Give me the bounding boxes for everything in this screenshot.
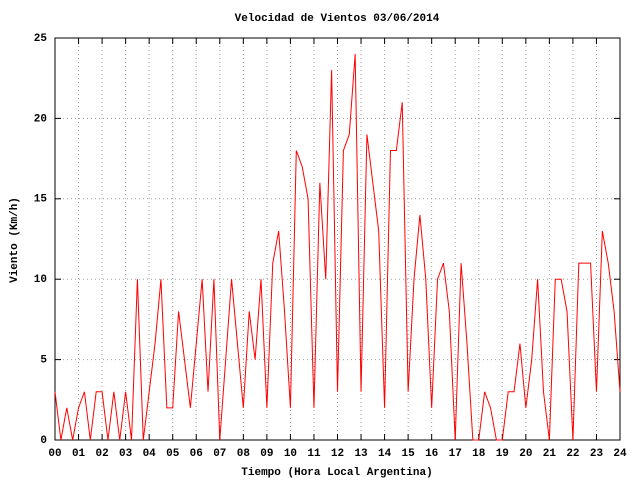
plot-border bbox=[54, 37, 621, 441]
y-tick-label: 15 bbox=[34, 194, 48, 206]
x-tick-label: 16 bbox=[425, 448, 438, 460]
y-tick-label: 5 bbox=[40, 355, 47, 367]
x-tick-label: 11 bbox=[307, 448, 321, 460]
x-tick-label: 20 bbox=[519, 448, 532, 460]
y-tick-label: 20 bbox=[34, 113, 47, 125]
x-tick-label: 15 bbox=[402, 448, 416, 460]
x-tick-label: 07 bbox=[213, 448, 226, 460]
x-tick-label: 02 bbox=[95, 448, 108, 460]
x-tick-label: 21 bbox=[543, 448, 557, 460]
x-tick-label: 19 bbox=[496, 448, 509, 460]
y-tick-label: 25 bbox=[34, 33, 48, 45]
x-tick-label: 05 bbox=[166, 448, 180, 460]
x-tick-label: 22 bbox=[566, 448, 579, 460]
x-tick-label: 09 bbox=[260, 448, 273, 460]
x-tick-label: 23 bbox=[590, 448, 604, 460]
x-tick-label: 13 bbox=[354, 448, 368, 460]
chart-title: Velocidad de Vientos 03/06/2014 bbox=[235, 13, 440, 25]
y-tick-label: 0 bbox=[40, 435, 47, 447]
x-tick-label: 10 bbox=[284, 448, 297, 460]
x-tick-label: 04 bbox=[143, 448, 157, 460]
data-line bbox=[54, 54, 621, 441]
x-tick-label: 03 bbox=[119, 448, 133, 460]
x-axis-label: Tiempo (Hora Local Argentina) bbox=[241, 467, 432, 479]
x-tick-label: 18 bbox=[472, 448, 486, 460]
x-tick-label: 17 bbox=[449, 448, 462, 460]
y-tick-label: 10 bbox=[34, 274, 47, 286]
x-tick-label: 08 bbox=[237, 448, 251, 460]
x-tick-label: 14 bbox=[378, 448, 392, 460]
x-tick-label: 12 bbox=[331, 448, 344, 460]
x-tick-label: 06 bbox=[190, 448, 203, 460]
y-axis-label: Viento (Km/h) bbox=[9, 197, 21, 283]
x-tick-label: 00 bbox=[48, 448, 61, 460]
x-tick-label: 24 bbox=[613, 448, 627, 460]
x-tick-label: 01 bbox=[72, 448, 86, 460]
